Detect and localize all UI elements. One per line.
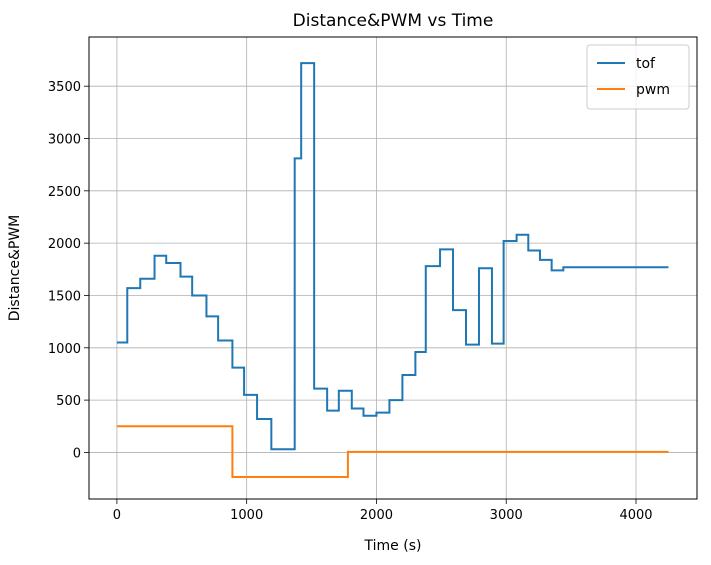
y-tick-label: 3000 (48, 133, 81, 148)
x-tick-label: 4000 (619, 508, 652, 523)
y-tick-label: 0 (73, 446, 81, 461)
y-tick-label: 3500 (48, 80, 81, 95)
x-tick-label: 0 (113, 508, 121, 523)
ticks: 0 1000 2000 3000 4000 0 500 1000 1500 2000 2500 300… (48, 80, 653, 523)
x-tick-label: 3000 (490, 508, 523, 523)
legend-label-tof: tof (636, 56, 656, 72)
series-line-pwm (116, 425, 669, 479)
y-tick-label: 500 (56, 394, 81, 409)
y-tick-label: 1500 (48, 289, 81, 304)
grid (89, 37, 697, 499)
y-tick-label: 1000 (48, 342, 81, 357)
legend: tof pwm (586, 44, 690, 110)
y-axis-label: Distance&PWM (7, 215, 23, 322)
x-tick-label: 1000 (230, 508, 263, 523)
legend-label-pwm: pwm (636, 82, 670, 98)
y-tick-label: 2000 (48, 237, 81, 252)
chart-title: Distance&PWM vs Time (293, 11, 494, 31)
series-lines (116, 62, 669, 479)
legend-box (586, 44, 690, 110)
x-tick-label: 2000 (360, 508, 393, 523)
y-tick-label: 2500 (48, 185, 81, 200)
x-axis-label: Time (s) (364, 538, 422, 554)
series-line-tof (116, 62, 669, 451)
plot-frame (88, 36, 698, 500)
